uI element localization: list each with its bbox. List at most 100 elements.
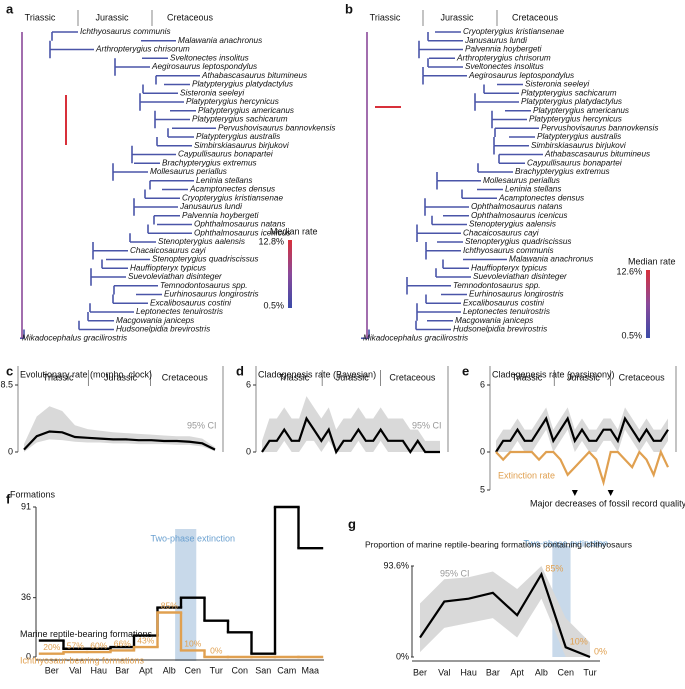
series-label: Extinction rate bbox=[498, 470, 555, 480]
taxon-label: Platypterygius platydactylus bbox=[192, 80, 293, 89]
taxon-label: Stenopterygius aalensis bbox=[469, 220, 556, 229]
y-tick-label: 6 bbox=[246, 379, 251, 389]
series-label: Marine reptile-bearing formations bbox=[20, 629, 153, 639]
taxon-label: Platypterygius americanus bbox=[198, 106, 294, 115]
percent-label: 60% bbox=[90, 640, 107, 650]
taxon-label: Mikadocephalus gracilirostris bbox=[22, 333, 127, 342]
x-tick-label: Cam bbox=[277, 665, 296, 675]
highlight-label: Two-phase extinction bbox=[523, 538, 608, 548]
percent-label: 0% bbox=[210, 645, 223, 655]
percent-label: 85% bbox=[161, 601, 178, 611]
series-label: Ichthyosaur-bearing formations bbox=[20, 655, 145, 665]
period-label: Jurassic bbox=[95, 12, 129, 22]
taxon-label: Hudsonelpidia brevirostris bbox=[453, 325, 547, 334]
taxon-label: Platypterygius australis bbox=[196, 132, 280, 141]
x-tick-label: Bar bbox=[115, 665, 129, 675]
taxon-label: Ophthalmosaurus icenicus bbox=[194, 228, 290, 237]
marker bbox=[607, 490, 614, 496]
taxon-label: Simbirskiasaurus birjukovi bbox=[531, 141, 626, 150]
taxon-label: Aegirosaurus leptospondylus bbox=[151, 62, 257, 71]
taxon-label: Palvennia hoybergeti bbox=[182, 211, 259, 220]
x-tick-label: Apt bbox=[139, 665, 153, 675]
ci-label: 95% CI bbox=[412, 420, 442, 430]
x-tick-label: Val bbox=[69, 665, 81, 675]
panel-letter: b bbox=[345, 1, 353, 16]
ci-band bbox=[262, 396, 440, 452]
taxon-label: Platypterygius sachicarum bbox=[192, 115, 288, 124]
period-label: Triassic bbox=[279, 372, 310, 382]
x-tick-label: Alb bbox=[535, 667, 548, 677]
taxon-label: Palvennia hoybergeti bbox=[465, 45, 542, 54]
period-label: Cretaceous bbox=[167, 12, 214, 22]
taxon-label: Arthropterygius chrisorum bbox=[456, 53, 551, 62]
taxon-label: Platypterygius australis bbox=[537, 132, 621, 141]
taxon-label: Ophthalmosaurus natans bbox=[194, 220, 285, 229]
y-tick-label: 0 bbox=[8, 446, 13, 456]
taxon-label: Platypterygius hercynicus bbox=[186, 97, 279, 106]
taxon-label: Malawania anachronus bbox=[178, 36, 262, 45]
taxon-label: Temnodontosaurus spp. bbox=[160, 281, 248, 290]
x-tick-label: Maa bbox=[301, 665, 319, 675]
taxon-label: Arthropterygius chrisorum bbox=[95, 45, 190, 54]
taxon-label: Acamptonectes densus bbox=[498, 193, 584, 202]
taxon-label: Excalibosaurus costini bbox=[150, 298, 231, 307]
taxon-label: Janusaurus lundi bbox=[464, 36, 527, 45]
taxon-label: Stenopterygius quadriscissus bbox=[152, 255, 259, 264]
taxon-label: Stenopterygius quadriscissus bbox=[465, 237, 572, 246]
taxon-label: Pervushovisaurus bannovkensis bbox=[541, 123, 658, 132]
taxon-label: Platypterygius platydactylus bbox=[521, 97, 622, 106]
taxon-label: Leptonectes tenuirostris bbox=[136, 307, 223, 316]
ci-label: 95% CI bbox=[187, 420, 217, 430]
taxon-label: Ichthyosaurus communis bbox=[80, 27, 171, 36]
taxon-label: Eurhinosaurus longirostris bbox=[164, 290, 259, 299]
percent-label: 20% bbox=[43, 642, 60, 652]
x-tick-label: Hau bbox=[90, 665, 107, 675]
taxon-label: Stenopterygius aalensis bbox=[158, 237, 245, 246]
x-tick-label: Tur bbox=[583, 667, 596, 677]
taxon-label: Pervushovisaurus bannovkensis bbox=[218, 123, 335, 132]
x-tick-label: Alb bbox=[163, 665, 176, 675]
x-tick-label: Val bbox=[438, 667, 450, 677]
taxon-label: Hudsonelpidia brevirostris bbox=[116, 325, 210, 334]
y-tick-label: 6 bbox=[480, 379, 485, 389]
period-label: Cretaceous bbox=[619, 372, 666, 382]
period-label: Jurassic bbox=[104, 372, 138, 382]
taxon-label: Hauffiopteryx typicus bbox=[471, 263, 547, 272]
period-label: Jurassic bbox=[336, 372, 370, 382]
taxon-label: Macgowania janiceps bbox=[455, 316, 533, 325]
x-tick-label: Tur bbox=[210, 665, 223, 675]
taxon-label: Caypullisaurus bonapartei bbox=[527, 158, 622, 167]
value-label: 10% bbox=[570, 637, 588, 647]
percent-label: 57% bbox=[67, 640, 84, 650]
taxon-label: Brachypterygius extremus bbox=[515, 167, 610, 176]
taxon-label: Mikadocephalus gracilirostris bbox=[363, 333, 468, 342]
ci-label: 95% CI bbox=[440, 568, 470, 578]
taxon-label: Mollesaurus periallus bbox=[150, 167, 227, 176]
period-label: Triassic bbox=[25, 12, 56, 22]
y-tick-label: 91 bbox=[21, 501, 31, 511]
taxon-label: Platypterygius sachicarum bbox=[521, 88, 617, 97]
taxon-label: Simbirskiasaurus birjukovi bbox=[194, 141, 289, 150]
taxon-label: Sisteronia seeleyi bbox=[525, 80, 589, 89]
panel-letter: f bbox=[6, 491, 11, 506]
x-tick-label: Cen bbox=[184, 665, 201, 675]
period-label: Triassic bbox=[43, 372, 74, 382]
taxon-label: Cryopterygius kristiansenae bbox=[463, 27, 564, 36]
x-tick-label: Bar bbox=[486, 667, 500, 677]
panel-letter: d bbox=[236, 363, 244, 378]
line bbox=[495, 415, 669, 453]
taxon-label: Mollesaurus periallus bbox=[483, 176, 560, 185]
taxon-label: Platypterygius americanus bbox=[533, 106, 629, 115]
chart-title: Cladogenesis rate (Bayesian) bbox=[258, 369, 376, 379]
taxon-label: Sveltonectes insolitus bbox=[170, 53, 249, 62]
taxon-label: Aegirosaurus leptospondylus bbox=[468, 71, 574, 80]
period-label: Jurassic bbox=[567, 372, 601, 382]
chart-title: Evolutionary rate (morpho. clock) bbox=[20, 369, 152, 379]
x-tick-label: Ber bbox=[413, 667, 427, 677]
annotation: Major decreases of fossil record quality bbox=[530, 498, 685, 508]
taxon-label: Malawania anachronus bbox=[509, 255, 593, 264]
legend-max: 12.8% bbox=[258, 236, 284, 246]
x-tick-label: Cen bbox=[557, 667, 574, 677]
percent-label: 66% bbox=[114, 639, 131, 649]
panel-letter: g bbox=[348, 516, 356, 531]
